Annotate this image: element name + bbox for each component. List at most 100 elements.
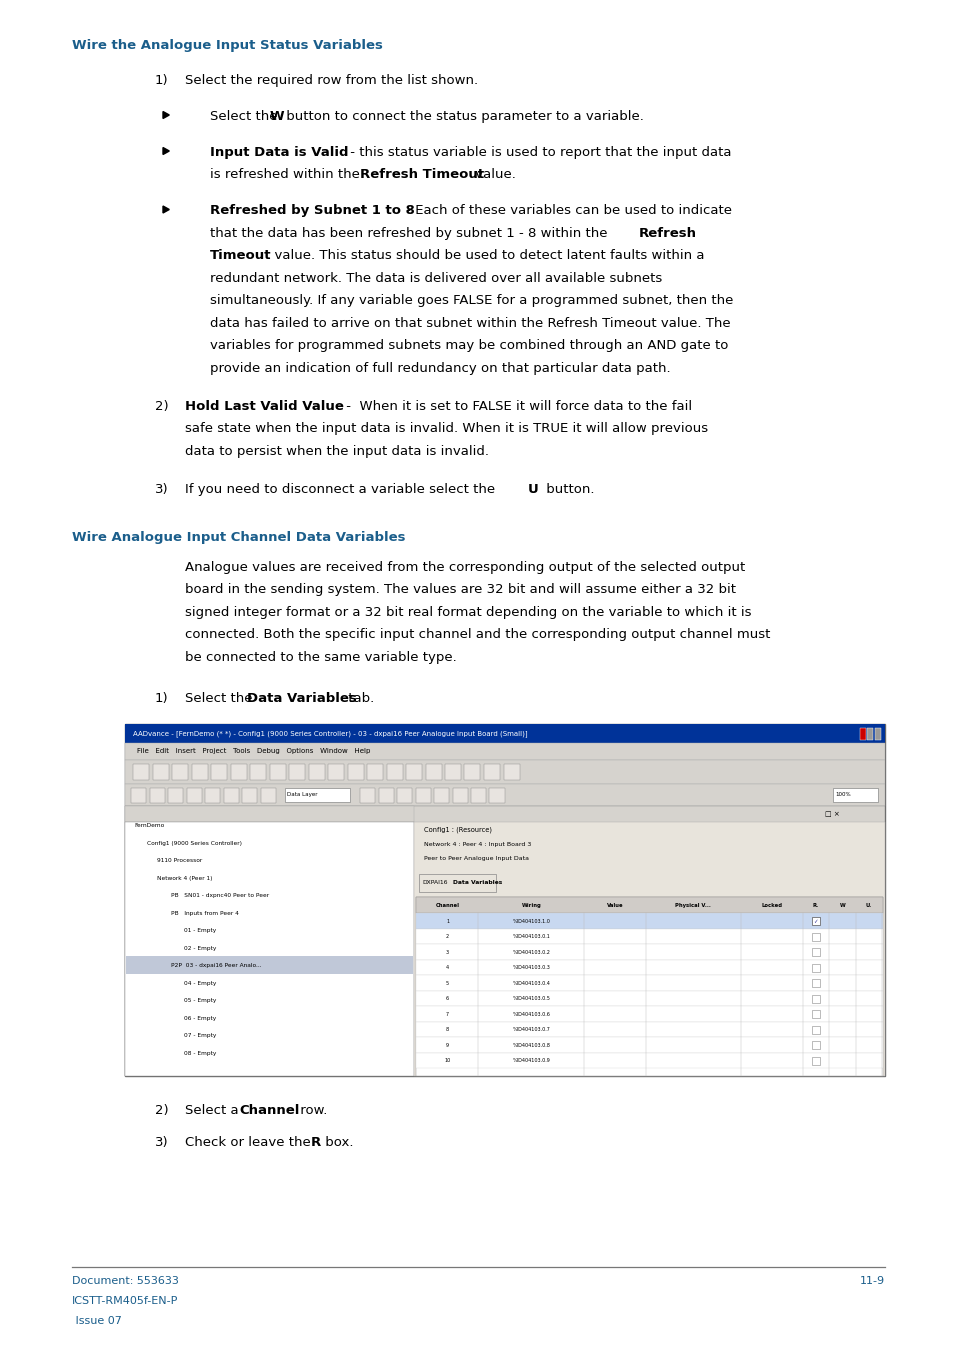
Text: 2): 2) bbox=[154, 1105, 169, 1117]
Bar bbox=[378, 788, 393, 803]
Text: 2: 2 bbox=[446, 935, 449, 939]
Text: Wire the Analogue Input Status Variables: Wire the Analogue Input Status Variables bbox=[71, 39, 382, 53]
Bar bbox=[269, 764, 285, 780]
Text: FernDemo: FernDemo bbox=[133, 823, 164, 828]
Text: R: R bbox=[311, 1136, 321, 1149]
Bar bbox=[416, 1037, 882, 1054]
Text: P2P  03 - dxpai16 Peer Analo...: P2P 03 - dxpai16 Peer Analo... bbox=[171, 963, 261, 969]
Bar bbox=[471, 788, 485, 803]
Text: 100%: 100% bbox=[834, 792, 850, 797]
Bar bbox=[328, 764, 344, 780]
Bar bbox=[367, 764, 382, 780]
Text: Check or leave the: Check or leave the bbox=[185, 1136, 314, 1149]
Text: data to persist when the input data is invalid.: data to persist when the input data is i… bbox=[185, 445, 489, 459]
Text: value.: value. bbox=[471, 169, 516, 182]
Text: Select the: Select the bbox=[185, 692, 256, 706]
Text: 7: 7 bbox=[446, 1012, 449, 1017]
Text: Network 4 : Peer 4 : Input Board 3: Network 4 : Peer 4 : Input Board 3 bbox=[423, 843, 531, 847]
Bar bbox=[396, 788, 412, 803]
Bar bbox=[125, 805, 884, 1077]
Text: Config1 : (Resource): Config1 : (Resource) bbox=[423, 827, 492, 834]
Text: 1): 1) bbox=[154, 692, 169, 706]
Polygon shape bbox=[163, 112, 169, 119]
Bar bbox=[811, 994, 819, 1002]
Bar bbox=[464, 764, 480, 780]
Text: 08 - Empty: 08 - Empty bbox=[184, 1051, 216, 1056]
Text: Locked: Locked bbox=[760, 902, 781, 908]
Text: 02 - Empty: 02 - Empty bbox=[184, 946, 216, 951]
Text: □ ×: □ × bbox=[824, 811, 839, 817]
Bar bbox=[131, 788, 146, 803]
Text: Peer to Peer Analogue Input Data: Peer to Peer Analogue Input Data bbox=[423, 857, 528, 862]
Bar bbox=[874, 728, 880, 741]
Text: W: W bbox=[269, 111, 284, 123]
Text: Channel: Channel bbox=[239, 1105, 299, 1117]
Bar bbox=[416, 975, 882, 992]
Text: value. This status should be used to detect latent faults within a: value. This status should be used to det… bbox=[265, 250, 703, 263]
Text: If you need to disconnect a variable select the: If you need to disconnect a variable sel… bbox=[185, 483, 498, 496]
Text: -  When it is set to FALSE it will force data to the fail: - When it is set to FALSE it will force … bbox=[342, 401, 692, 413]
Bar bbox=[859, 728, 865, 741]
Text: Document: 553633: Document: 553633 bbox=[71, 1276, 179, 1286]
Text: tab.: tab. bbox=[344, 692, 375, 706]
Text: Value: Value bbox=[606, 902, 622, 908]
Text: 6: 6 bbox=[446, 997, 449, 1001]
Text: %ID404103.0.4: %ID404103.0.4 bbox=[512, 981, 550, 986]
Text: R.: R. bbox=[812, 902, 819, 908]
Text: connected. Both the specific input channel and the corresponding output channel : connected. Both the specific input chann… bbox=[185, 629, 770, 642]
Text: Physical V...: Physical V... bbox=[675, 902, 711, 908]
Text: %ID404103.0.1: %ID404103.0.1 bbox=[512, 935, 550, 939]
Text: %ID404103.0.3: %ID404103.0.3 bbox=[512, 966, 550, 970]
Text: is refreshed within the: is refreshed within the bbox=[210, 169, 364, 182]
Text: button to connect the status parameter to a variable.: button to connect the status parameter t… bbox=[282, 111, 643, 123]
Text: Network 4 (Peer 1): Network 4 (Peer 1) bbox=[157, 876, 213, 881]
Bar bbox=[416, 1054, 882, 1068]
Text: 07 - Empty: 07 - Empty bbox=[184, 1033, 216, 1039]
Bar bbox=[811, 932, 819, 940]
Text: Refresh Timeout: Refresh Timeout bbox=[359, 169, 483, 182]
Text: %ID404103.1.0: %ID404103.1.0 bbox=[512, 919, 550, 924]
Text: U.: U. bbox=[864, 902, 871, 908]
Bar bbox=[359, 788, 375, 803]
Text: U: U bbox=[527, 483, 537, 496]
Text: 3): 3) bbox=[154, 1136, 169, 1149]
Text: AADvance - [FernDemo (* *) - Config1 (9000 Series Controller) - 03 - dxpai16 Pee: AADvance - [FernDemo (* *) - Config1 (90… bbox=[132, 730, 527, 737]
Bar bbox=[150, 788, 164, 803]
Text: PB   Inputs from Peer 4: PB Inputs from Peer 4 bbox=[171, 911, 238, 916]
Bar bbox=[811, 963, 819, 971]
Text: variables for programmed subnets may be combined through an AND gate to: variables for programmed subnets may be … bbox=[210, 340, 727, 352]
Bar bbox=[452, 788, 467, 803]
Bar bbox=[811, 1056, 819, 1064]
Text: signed integer format or a 32 bit real format depending on the variable to which: signed integer format or a 32 bit real f… bbox=[185, 606, 751, 619]
Bar bbox=[811, 979, 819, 987]
Text: 10: 10 bbox=[444, 1058, 450, 1063]
Bar bbox=[434, 788, 449, 803]
Text: PB   SN01 - dxpnc40 Peer to Peer: PB SN01 - dxpnc40 Peer to Peer bbox=[171, 893, 269, 898]
Bar bbox=[416, 1023, 882, 1037]
Bar bbox=[386, 764, 402, 780]
Text: data has failed to arrive on that subnet within the Refresh Timeout value. The: data has failed to arrive on that subnet… bbox=[210, 317, 730, 331]
Bar bbox=[125, 743, 884, 759]
Bar bbox=[811, 1010, 819, 1018]
Bar bbox=[416, 944, 882, 960]
Bar bbox=[223, 788, 238, 803]
Bar bbox=[503, 764, 519, 780]
Text: 2): 2) bbox=[154, 401, 169, 413]
Text: 1: 1 bbox=[446, 919, 449, 924]
Text: 11-9: 11-9 bbox=[859, 1276, 884, 1286]
Text: %ID404103.0.6: %ID404103.0.6 bbox=[512, 1012, 550, 1017]
Text: 3: 3 bbox=[446, 950, 449, 955]
Text: simultaneously. If any variable goes FALSE for a programmed subnet, then the: simultaneously. If any variable goes FAL… bbox=[210, 294, 733, 308]
Bar bbox=[125, 724, 884, 1077]
Bar bbox=[125, 759, 884, 784]
Bar bbox=[416, 897, 882, 1077]
Bar bbox=[406, 764, 421, 780]
Text: 5: 5 bbox=[446, 981, 449, 986]
Bar bbox=[416, 913, 882, 929]
Text: Data Variables: Data Variables bbox=[453, 881, 501, 885]
Bar bbox=[172, 764, 188, 780]
Bar bbox=[242, 788, 256, 803]
Bar bbox=[416, 929, 882, 944]
Bar bbox=[168, 788, 183, 803]
Bar bbox=[192, 764, 208, 780]
